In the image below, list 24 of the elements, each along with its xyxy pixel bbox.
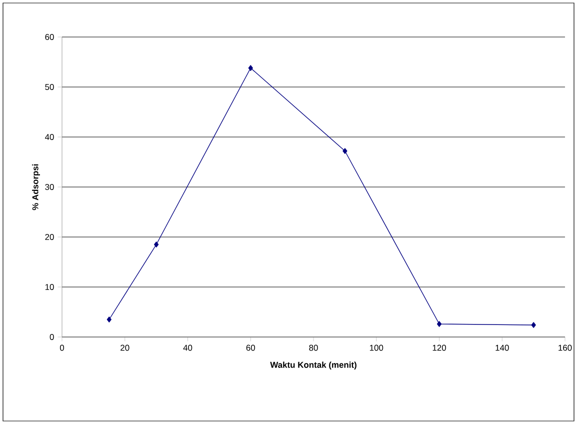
point: [342, 148, 348, 154]
x-tick-label: 160: [558, 344, 572, 351]
y-tick-label: 0: [50, 334, 54, 340]
y-tick-label: 20: [45, 234, 54, 240]
point: [106, 316, 112, 322]
y-tick-label: 10: [45, 284, 54, 290]
point: [248, 65, 253, 71]
point: [436, 321, 442, 327]
y-axis-title: % Adsorpsi: [32, 164, 40, 210]
y-tick-label: 30: [45, 184, 54, 190]
y-tick-label: 40: [45, 134, 54, 140]
x-axis-title: Waktu Kontak (menit): [270, 362, 356, 370]
x-tick-label: 80: [309, 344, 318, 351]
x-tick-label: 20: [120, 344, 130, 351]
x-tick-label: 0: [60, 344, 64, 351]
x-tick-label: 40: [183, 344, 192, 351]
x-tick-label: 140: [496, 344, 509, 351]
point: [531, 322, 536, 328]
x-tick-label: 120: [432, 344, 446, 351]
point: [154, 242, 159, 248]
y-tick-label: 60: [45, 34, 54, 40]
x-tick-label: 100: [370, 344, 384, 351]
y-tick-label: 50: [45, 84, 54, 90]
x-tick-label: 60: [246, 344, 256, 351]
